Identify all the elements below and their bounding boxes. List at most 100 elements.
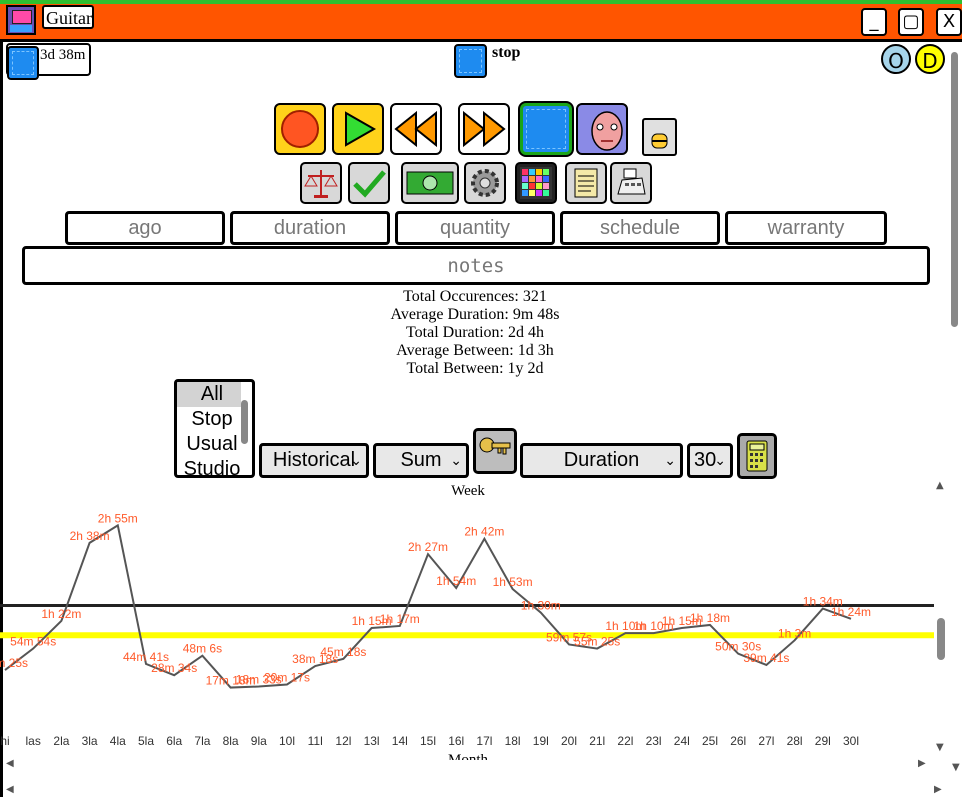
- x-tick-label: 10l: [279, 734, 295, 748]
- notes-textarea[interactable]: notes: [22, 246, 930, 285]
- ago-field[interactable]: ago: [65, 211, 225, 245]
- scroll-right-arrow-icon[interactable]: ▶: [934, 784, 942, 795]
- x-tick-label: 9la: [251, 734, 267, 748]
- data-label: 34m 25s: [0, 656, 28, 670]
- stat-average-duration: Average Duration: 9m 48s: [390, 306, 560, 323]
- record-button[interactable]: [274, 103, 326, 155]
- quantity-field[interactable]: quantity: [395, 211, 555, 245]
- key-button[interactable]: [473, 428, 517, 474]
- x-tick-label: 8la: [223, 734, 239, 748]
- face-icon: [591, 111, 623, 151]
- chevron-down-icon: ⌄: [664, 452, 676, 468]
- data-label: 48m 6s: [183, 642, 222, 656]
- register-button[interactable]: [610, 162, 652, 204]
- minimize-button[interactable]: _: [861, 8, 887, 36]
- list-item[interactable]: Stop: [191, 408, 233, 430]
- data-label: 2h 55m: [98, 511, 138, 525]
- x-tick-label: 19l: [533, 734, 549, 748]
- palette-button[interactable]: [515, 162, 557, 204]
- filter-listbox[interactable]: All Stop Usual Studio: [174, 379, 255, 478]
- scroll-down-arrow-icon[interactable]: ▼: [936, 742, 944, 753]
- rewind-button[interactable]: [390, 103, 442, 155]
- data-label: 1h 3m: [778, 626, 811, 640]
- chevron-down-icon: ⌄: [450, 452, 462, 468]
- scroll-down-arrow-icon[interactable]: ▼: [952, 762, 960, 773]
- play-icon: [345, 111, 377, 147]
- data-label: 1h 53m: [493, 575, 533, 589]
- warranty-field[interactable]: warranty: [725, 211, 887, 245]
- close-button[interactable]: X: [936, 8, 962, 36]
- x-tick-label: 25l: [702, 734, 718, 748]
- x-tick-label: 22l: [617, 734, 633, 748]
- fast-forward-button[interactable]: [458, 103, 510, 155]
- chevron-down-icon: ⌄: [350, 452, 362, 468]
- notes-button[interactable]: [565, 162, 607, 204]
- cash-register-icon: [617, 168, 646, 195]
- listbox-scrollbar[interactable]: [240, 386, 250, 470]
- stop-square-icon[interactable]: [7, 46, 39, 80]
- x-tick-label: 11l: [308, 734, 323, 748]
- scroll-right-arrow-icon[interactable]: ▶: [918, 758, 926, 769]
- metric-select[interactable]: Duration ⌄: [520, 443, 683, 478]
- maximize-button[interactable]: ▢: [898, 8, 924, 36]
- count-select-value: 30: [694, 449, 717, 471]
- count-select[interactable]: 30 ⌄: [687, 443, 733, 478]
- rewind-icon: [394, 110, 437, 148]
- vertical-scrollbar[interactable]: ▲ ▼ ▼: [936, 42, 962, 797]
- stop-square-icon[interactable]: [454, 44, 487, 78]
- lock-icon: [651, 133, 668, 149]
- face-button[interactable]: [576, 103, 628, 155]
- aggregate-select-value: Sum: [400, 449, 442, 471]
- x-tick-label: 20l: [561, 734, 577, 748]
- gear-icon: [471, 169, 499, 197]
- scroll-left-arrow-icon[interactable]: ◀: [6, 758, 14, 769]
- scrollbar-thumb[interactable]: [937, 618, 945, 660]
- data-label: 2h 38m: [70, 529, 110, 543]
- data-label: 54m 54s: [10, 635, 56, 649]
- x-tick-label: 2la: [53, 734, 69, 748]
- data-label: 1h 15m: [662, 614, 702, 628]
- settings-button[interactable]: [464, 162, 506, 204]
- x-tick-label: 14l: [392, 734, 408, 748]
- lock-button[interactable]: [642, 118, 677, 156]
- data-label: 1h 22m: [41, 607, 81, 621]
- list-item[interactable]: Studio: [183, 458, 241, 478]
- circle-d-button[interactable]: D: [915, 44, 945, 74]
- data-label: 1h 54m: [436, 574, 476, 588]
- x-tick-label: 4la: [110, 734, 126, 748]
- list-item[interactable]: All: [177, 382, 241, 407]
- stop-button[interactable]: [520, 103, 572, 155]
- list-item[interactable]: Usual: [186, 433, 238, 455]
- data-label: 1h 17m: [380, 612, 420, 626]
- data-label: 45m 18s: [320, 645, 366, 659]
- series-line: [4, 523, 852, 689]
- x-tick-label: hi: [0, 734, 9, 748]
- chevron-down-icon: ⌄: [714, 452, 726, 468]
- app-icon[interactable]: [6, 5, 36, 35]
- calculator-icon: [746, 440, 768, 472]
- key-icon: [479, 437, 511, 455]
- data-label: 38m 18s: [292, 652, 338, 666]
- duration-field[interactable]: duration: [230, 211, 390, 245]
- scrollbar-thumb[interactable]: [951, 52, 958, 327]
- scroll-up-arrow-icon[interactable]: ▲: [936, 480, 944, 491]
- x-tick-label: 27l: [758, 734, 774, 748]
- circle-o-button[interactable]: O: [881, 44, 911, 74]
- schedule-field[interactable]: schedule: [560, 211, 720, 245]
- money-button[interactable]: [401, 162, 459, 204]
- checkmark-icon: [353, 170, 386, 198]
- play-button[interactable]: [332, 103, 384, 155]
- aggregate-select[interactable]: Sum ⌄: [373, 443, 469, 478]
- horizontal-scrollbar[interactable]: ◀ ▶: [0, 758, 934, 772]
- data-label: 44m 41s: [123, 650, 169, 664]
- check-button[interactable]: [348, 162, 390, 204]
- mode-select[interactable]: Historical ⌄: [259, 443, 369, 478]
- fast-forward-icon: [463, 110, 506, 148]
- money-icon: [406, 171, 454, 195]
- calculator-button[interactable]: [737, 433, 777, 479]
- scale-button[interactable]: [300, 162, 342, 204]
- scroll-left-arrow-icon[interactable]: ◀: [6, 784, 14, 795]
- scale-icon: [304, 170, 338, 198]
- status-label: stop: [492, 44, 521, 61]
- x-tick-label: 28l: [787, 734, 803, 748]
